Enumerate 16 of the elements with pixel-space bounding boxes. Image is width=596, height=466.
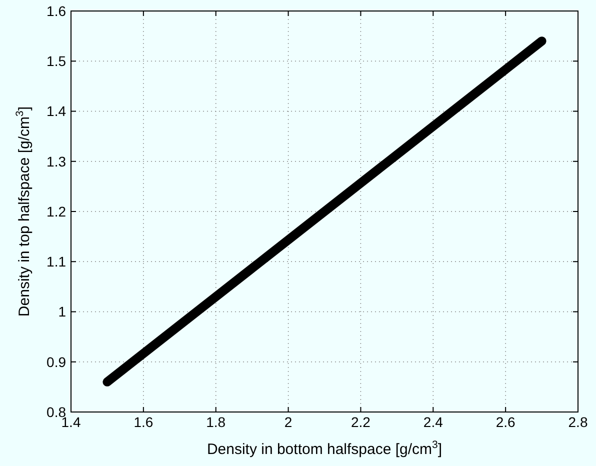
x-tick-label: 2.8 [568,414,588,430]
y-tick-label: 1 [58,304,66,320]
x-tick-label: 1.6 [134,414,154,430]
y-tick-label: 1.4 [46,103,66,120]
y-tick-label: 1.1 [46,254,66,270]
y-tick-label: 1.5 [46,53,66,70]
x-tick-label: 1.8 [206,414,226,430]
y-tick-label: 1.2 [46,203,66,220]
x-tick-label: 2.2 [350,414,371,430]
x-axis-title: Density in bottom halfspace [g/cm$^{3}$] [206,439,442,458]
x-tick-label: 2 [284,414,292,430]
x-tick-label: 2.4 [423,414,444,430]
y-tick-label: 1.3 [46,153,66,170]
y-tick-label: 0.9 [46,354,66,370]
y-tick-label: 1.6 [46,2,66,19]
x-tick-label: 2.6 [496,414,516,430]
